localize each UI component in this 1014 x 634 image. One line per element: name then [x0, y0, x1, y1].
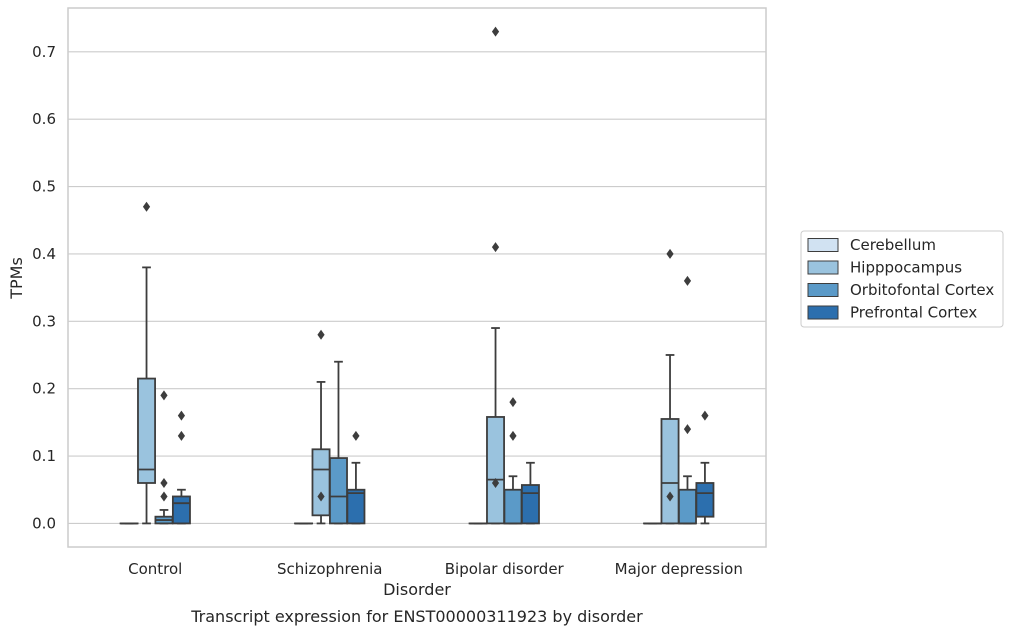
outlier-point: [491, 26, 500, 37]
outlier-point: [317, 329, 325, 340]
box: [678, 275, 697, 525]
x-tick-label: Schizophrenia: [277, 560, 382, 578]
outlier-point: [160, 390, 168, 401]
x-tick-label: Major depression: [615, 560, 743, 578]
outlier-point: [491, 242, 500, 253]
box-body: [660, 418, 680, 525]
box: [311, 329, 331, 525]
outlier-point: [177, 430, 186, 441]
outlier-point: [509, 430, 517, 441]
box: [520, 461, 540, 525]
box: [137, 201, 156, 525]
series-orbitofontal-cortex: [154, 275, 697, 525]
outlier-point: [683, 275, 692, 286]
legend-label: Hipppocampus: [850, 259, 962, 277]
y-tick-label: 0.0: [32, 514, 56, 532]
x-tick-label: Control: [128, 560, 182, 578]
box-body: [137, 377, 156, 484]
legend-label: Prefrontal Cortex: [850, 304, 977, 322]
x-tick-labels: Control Schizophrenia Bipolar disorder Majo…: [128, 560, 743, 578]
outlier-point: [666, 491, 674, 502]
box-body: [520, 484, 540, 525]
box-body: [346, 488, 366, 525]
box-body: [503, 488, 523, 525]
legend-swatch: [807, 238, 839, 252]
y-tick-label: 0.3: [32, 312, 56, 330]
box-body: [695, 482, 715, 518]
box: [154, 390, 174, 525]
y-tick-label: 0.1: [32, 447, 56, 465]
chart-caption: Transcript expression for ENST0000031192…: [190, 607, 643, 626]
x-tick-label: Bipolar disorder: [445, 560, 565, 578]
outlier-point: [491, 477, 500, 488]
legend-frame: [800, 230, 1004, 328]
series-prefrontal-cortex: [171, 410, 715, 525]
box: [695, 410, 715, 525]
box-body: [171, 495, 191, 525]
legend-swatch: [807, 305, 839, 320]
box: [503, 397, 523, 525]
outlier-point: [666, 248, 674, 259]
legend: Cerebellum Hipppocampus Orbitofontal Corte…: [800, 230, 1004, 328]
box-body: [678, 488, 697, 525]
box: [329, 360, 348, 525]
box-body: [311, 448, 331, 517]
box-body: [486, 416, 505, 525]
legend-label: Orbitofontal Cortex: [850, 281, 994, 299]
y-tick-label: 0.6: [32, 110, 56, 128]
legend-swatch: [807, 283, 839, 297]
y-axis-label: TPMs: [7, 257, 26, 300]
y-tick-label: 0.7: [32, 43, 56, 61]
x-axis-label: Disorder: [383, 580, 451, 599]
box-body: [329, 457, 348, 525]
box: [171, 410, 191, 525]
box: [346, 430, 366, 525]
y-tick-labels: 0.0 0.1 0.2 0.3 0.4 0.5 0.6 0.7: [32, 43, 56, 533]
y-tick-label: 0.2: [32, 380, 56, 398]
outlier-point: [683, 424, 692, 435]
outlier-point: [352, 430, 360, 441]
legend-label: Cerebellum: [850, 236, 936, 254]
outlier-point: [701, 410, 709, 421]
outlier-point: [160, 491, 168, 502]
y-tick-label: 0.5: [32, 178, 56, 196]
box: [660, 248, 680, 525]
outlier-point: [160, 477, 168, 488]
plot-area-frame: [67, 7, 767, 548]
box: [486, 26, 505, 525]
series-hipppocampus: [137, 26, 680, 525]
y-tick-label: 0.4: [32, 245, 56, 263]
box-series: [119, 26, 715, 525]
legend-swatch: [807, 260, 839, 275]
outlier-point: [177, 410, 186, 421]
grid-lines: [68, 51, 766, 525]
outlier-point: [317, 491, 325, 502]
outlier-point: [509, 397, 517, 408]
outlier-point: [142, 201, 151, 212]
